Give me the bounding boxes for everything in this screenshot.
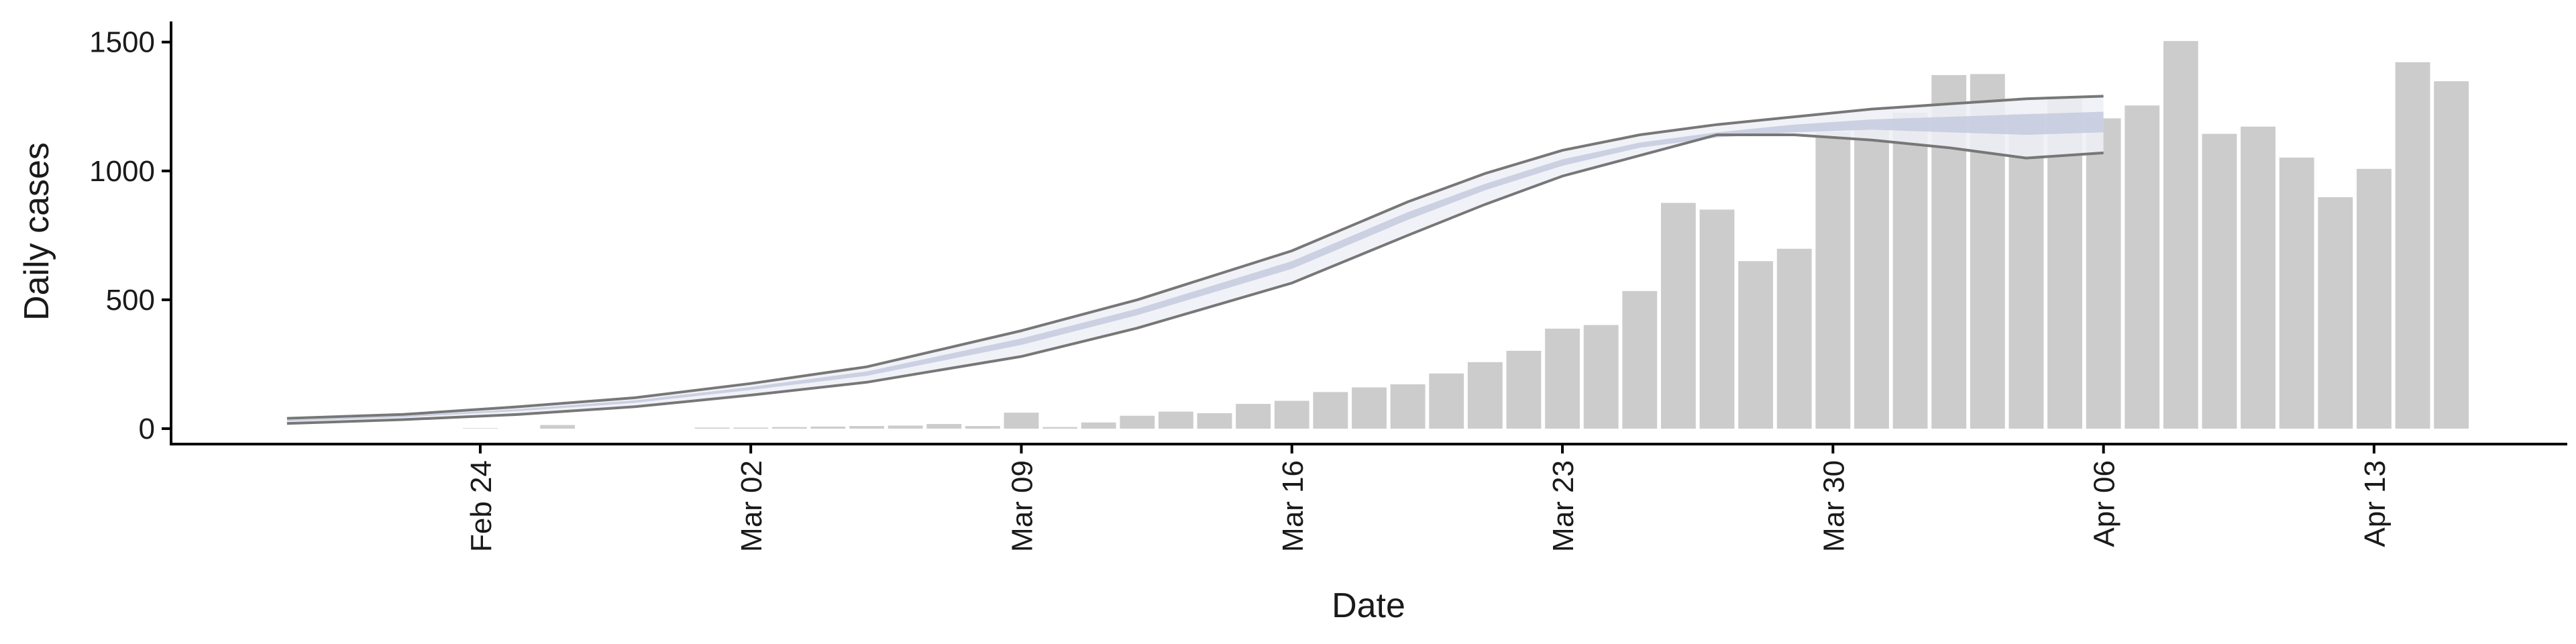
- bar: [810, 426, 846, 429]
- bar: [1429, 373, 1464, 429]
- bar: [733, 427, 769, 429]
- y-tick-label: 1500: [89, 26, 155, 59]
- bar: [1815, 131, 1851, 429]
- x-tick-label: Apr 06: [2088, 460, 2121, 547]
- bar: [1738, 261, 1774, 429]
- bar: [2318, 197, 2353, 429]
- bar: [1545, 328, 1580, 429]
- bar: [1274, 400, 1309, 429]
- bar: [1467, 362, 1503, 429]
- bar: [2395, 62, 2430, 429]
- bar: [694, 427, 730, 429]
- bar: [1313, 392, 1348, 429]
- bar: [1081, 422, 1116, 429]
- x-tick-label: Feb 24: [465, 460, 498, 552]
- x-tick-label: Apr 13: [2359, 460, 2392, 547]
- bar: [1506, 350, 1542, 429]
- x-tick-label: Mar 23: [1547, 460, 1580, 552]
- bar: [1004, 413, 1039, 429]
- axes-layer: [170, 21, 2567, 445]
- bar: [771, 427, 807, 429]
- bar: [2163, 41, 2198, 429]
- x-tick-label: Mar 30: [1817, 460, 1850, 552]
- bar: [1660, 203, 1696, 429]
- bar: [1622, 290, 1658, 429]
- bar: [540, 425, 576, 429]
- y-ticks: 0 500 1000 1500: [89, 26, 171, 445]
- bar: [1583, 325, 1619, 429]
- bar: [2086, 118, 2121, 429]
- x-ticks: Feb 24 Mar 02 Mar 09 Mar 16 Mar 23 Mar 30 Apr …: [465, 444, 2392, 552]
- x-axis-label: Date: [1332, 586, 1405, 625]
- bar: [2202, 133, 2237, 429]
- bar: [1854, 129, 1889, 429]
- bar: [1120, 415, 1155, 429]
- bar: [2125, 105, 2160, 429]
- y-axis-label: Daily cases: [17, 142, 56, 321]
- bar: [849, 426, 884, 429]
- bar: [2357, 168, 2392, 429]
- upper-bound-line: [286, 95, 2104, 420]
- bar: [1352, 387, 1387, 429]
- bar: [888, 425, 923, 429]
- bar: [1699, 209, 1735, 429]
- x-tick-label: Mar 16: [1277, 460, 1309, 552]
- bar: [1776, 248, 1812, 429]
- bar: [1236, 404, 1271, 429]
- bar: [926, 424, 962, 429]
- bar: [1042, 427, 1078, 429]
- estimate-layer: [286, 95, 2104, 425]
- y-tick-label: 0: [139, 413, 155, 445]
- bar: [2434, 81, 2469, 429]
- bar: [1197, 413, 1232, 429]
- bar: [2279, 157, 2314, 429]
- x-tick-label: Mar 09: [1006, 460, 1038, 552]
- bar: [1390, 384, 1426, 429]
- bar: [2008, 113, 2044, 429]
- bar: [965, 426, 1000, 429]
- bar: [1892, 112, 1928, 429]
- bar: [1159, 411, 1193, 429]
- bars-layer: [462, 41, 2469, 429]
- bar: [462, 428, 498, 429]
- bar: [2241, 126, 2276, 429]
- y-tick-label: 1000: [89, 155, 155, 188]
- x-tick-label: Mar 02: [735, 460, 768, 552]
- y-tick-label: 500: [106, 284, 155, 317]
- lower-bound-line: [286, 133, 2104, 425]
